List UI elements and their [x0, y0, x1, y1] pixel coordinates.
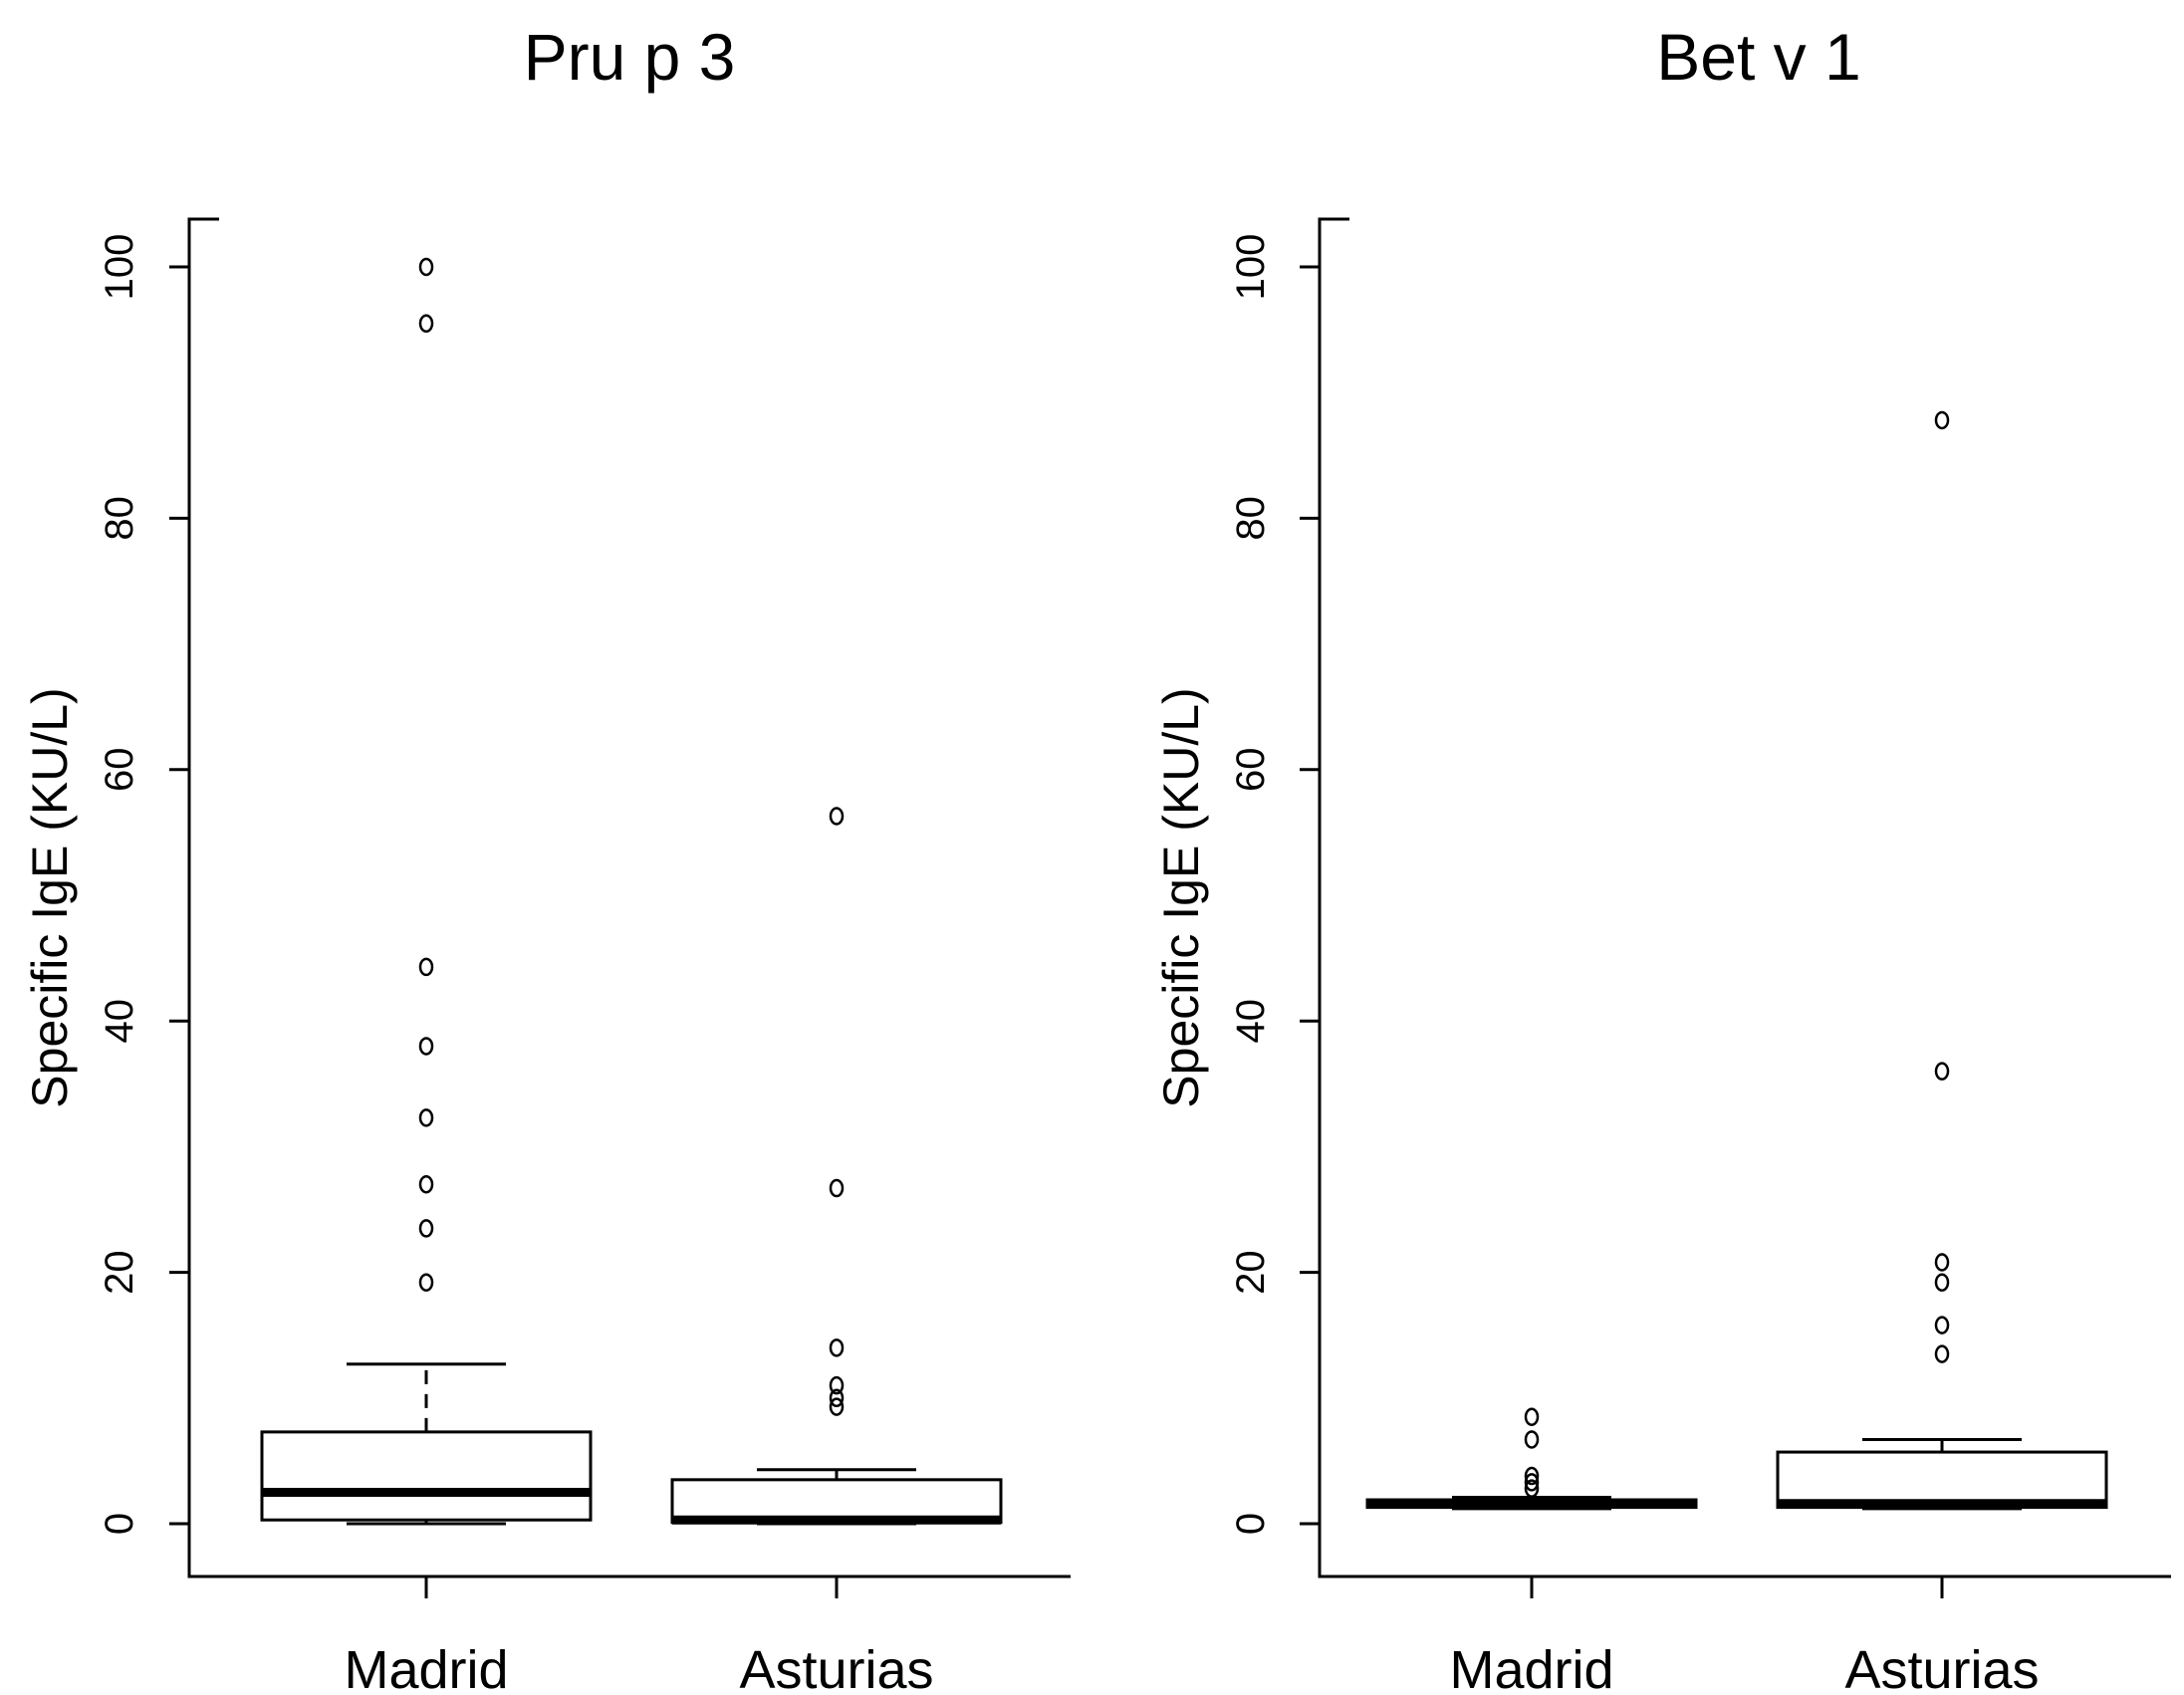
- y-tick-label: 40: [1229, 999, 1273, 1044]
- chart-title: Bet v 1: [1656, 20, 1860, 94]
- outlier-point: [1934, 1273, 1950, 1292]
- outlier-point: [1524, 1430, 1540, 1449]
- y-tick-label: 100: [1229, 234, 1273, 301]
- outlier-point: [418, 957, 434, 977]
- outlier-point: [418, 1108, 434, 1127]
- outlier-point: [829, 1178, 845, 1198]
- box-asturias: [670, 807, 1003, 1526]
- box-madrid: [1365, 1407, 1698, 1511]
- outlier-point: [1524, 1473, 1540, 1492]
- axis-frame: [187, 217, 1071, 1578]
- outlier-point: [418, 257, 434, 277]
- outlier-point: [1524, 1466, 1540, 1486]
- outlier-point: [418, 1219, 434, 1238]
- y-tick-label: 0: [1229, 1513, 1273, 1535]
- outlier-point: [418, 1175, 434, 1194]
- outlier-point: [829, 807, 845, 826]
- outlier-point: [1524, 1407, 1540, 1426]
- box-madrid: [260, 257, 593, 1526]
- y-tick-label: 20: [98, 1250, 141, 1295]
- outlier-point: [829, 1338, 845, 1357]
- x-category-label: Madrid: [1449, 1640, 1613, 1695]
- outlier-point: [1524, 1479, 1540, 1498]
- outlier-point: [829, 1388, 845, 1408]
- y-tick-label: 80: [1229, 496, 1273, 541]
- y-tick-label: 20: [1229, 1250, 1273, 1295]
- box-asturias: [1776, 410, 2108, 1511]
- chart-panel-1: Pru p 3 Specific IgE (KU/L) 0 20 40 60 80 100 Ma…: [22, 20, 1071, 1695]
- y-tick-label: 100: [98, 234, 141, 301]
- axis-frame: [1318, 217, 2171, 1578]
- outlier-point: [1934, 410, 1950, 430]
- x-category-label: Asturias: [1844, 1640, 2039, 1695]
- chart-title: Pru p 3: [524, 20, 736, 94]
- y-tick-label: 80: [98, 496, 141, 541]
- outlier-point: [418, 1037, 434, 1056]
- box-iqr: [1776, 1450, 2108, 1510]
- outlier-point: [829, 1397, 845, 1416]
- y-tick-label: 40: [98, 999, 141, 1044]
- y-tick-label: 60: [1229, 748, 1273, 793]
- outlier-point: [1934, 1344, 1950, 1363]
- outlier-point: [1934, 1316, 1950, 1334]
- y-tick-label: 60: [98, 748, 141, 793]
- y-axis-label: Specific IgE (KU/L): [22, 687, 78, 1107]
- chart-panel-2: Bet v 1 Specific IgE (KU/L) 0 20 40 60 80 100 Ma…: [1153, 20, 2171, 1695]
- outlier-point: [418, 314, 434, 334]
- outlier-point: [1934, 1062, 1950, 1081]
- x-category-label: Madrid: [344, 1640, 508, 1695]
- outlier-point: [829, 1375, 845, 1395]
- outlier-point: [418, 1273, 434, 1292]
- outlier-point: [1934, 1253, 1950, 1272]
- box-iqr: [260, 1430, 593, 1522]
- x-category-label: Asturias: [739, 1640, 933, 1695]
- y-axis-label: Specific IgE (KU/L): [1153, 687, 1209, 1107]
- y-tick-label: 0: [98, 1513, 141, 1535]
